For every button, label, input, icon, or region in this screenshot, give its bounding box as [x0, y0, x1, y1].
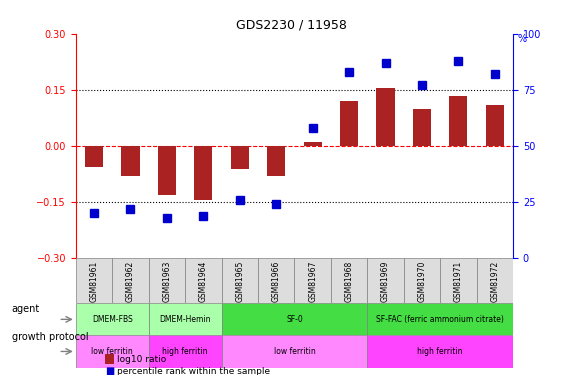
Bar — [413, 109, 431, 146]
Text: percentile rank within the sample: percentile rank within the sample — [117, 367, 270, 375]
FancyBboxPatch shape — [331, 258, 367, 303]
Text: high ferritin: high ferritin — [417, 347, 463, 356]
Bar — [267, 146, 285, 176]
FancyBboxPatch shape — [76, 258, 112, 303]
Bar — [304, 142, 322, 146]
Text: GSM81972: GSM81972 — [490, 261, 499, 302]
Text: DMEM-Hemin: DMEM-Hemin — [159, 315, 211, 324]
Text: GSM81971: GSM81971 — [454, 261, 463, 302]
Text: growth protocol: growth protocol — [12, 333, 88, 342]
FancyBboxPatch shape — [476, 258, 513, 303]
Bar — [340, 101, 358, 146]
Text: agent: agent — [12, 304, 40, 314]
Text: %: % — [517, 34, 526, 44]
Bar — [486, 105, 504, 146]
Text: high ferritin: high ferritin — [162, 347, 208, 356]
FancyBboxPatch shape — [185, 258, 222, 303]
FancyBboxPatch shape — [222, 335, 367, 368]
Bar — [449, 96, 468, 146]
FancyBboxPatch shape — [149, 303, 222, 335]
Text: GSM81970: GSM81970 — [417, 261, 426, 302]
Bar — [377, 88, 395, 146]
Text: GSM81964: GSM81964 — [199, 261, 208, 302]
Text: GSM81962: GSM81962 — [126, 261, 135, 302]
FancyBboxPatch shape — [76, 335, 149, 368]
FancyBboxPatch shape — [112, 258, 149, 303]
Text: GDS2230 / 11958: GDS2230 / 11958 — [236, 19, 347, 32]
FancyBboxPatch shape — [294, 258, 331, 303]
Bar — [231, 146, 249, 168]
Text: GSM81965: GSM81965 — [236, 261, 244, 302]
Text: DMEM-FBS: DMEM-FBS — [92, 315, 132, 324]
FancyBboxPatch shape — [258, 258, 294, 303]
FancyBboxPatch shape — [367, 303, 513, 335]
FancyBboxPatch shape — [440, 258, 476, 303]
Text: SF-FAC (ferric ammonium citrate): SF-FAC (ferric ammonium citrate) — [376, 315, 504, 324]
Text: GSM81967: GSM81967 — [308, 261, 317, 302]
Text: ■: ■ — [105, 366, 114, 375]
FancyBboxPatch shape — [222, 303, 367, 335]
FancyBboxPatch shape — [403, 258, 440, 303]
FancyBboxPatch shape — [149, 258, 185, 303]
FancyBboxPatch shape — [149, 335, 222, 368]
FancyBboxPatch shape — [367, 335, 513, 368]
Bar — [194, 146, 212, 200]
Text: SF-0: SF-0 — [286, 315, 303, 324]
Text: low ferritin: low ferritin — [92, 347, 133, 356]
FancyBboxPatch shape — [367, 258, 403, 303]
Text: GSM81961: GSM81961 — [90, 261, 99, 302]
Bar — [158, 146, 176, 195]
Text: GSM81963: GSM81963 — [163, 261, 171, 302]
Text: GSM81966: GSM81966 — [272, 261, 280, 302]
Bar — [85, 146, 103, 166]
FancyBboxPatch shape — [222, 258, 258, 303]
Text: log10 ratio: log10 ratio — [117, 356, 166, 364]
Text: GSM81969: GSM81969 — [381, 261, 390, 302]
Bar — [121, 146, 139, 176]
Text: GSM81968: GSM81968 — [345, 261, 353, 302]
FancyBboxPatch shape — [76, 303, 149, 335]
Text: low ferritin: low ferritin — [273, 347, 315, 356]
